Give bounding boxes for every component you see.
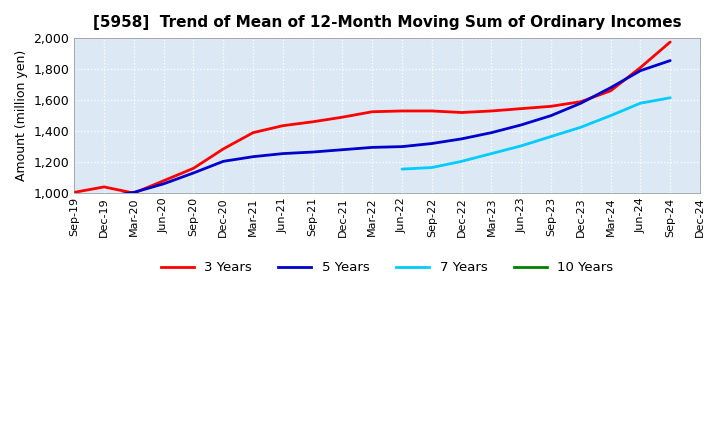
Y-axis label: Amount (million yen): Amount (million yen) bbox=[15, 50, 28, 181]
Title: [5958]  Trend of Mean of 12-Month Moving Sum of Ordinary Incomes: [5958] Trend of Mean of 12-Month Moving … bbox=[93, 15, 681, 30]
Legend: 3 Years, 5 Years, 7 Years, 10 Years: 3 Years, 5 Years, 7 Years, 10 Years bbox=[156, 256, 618, 279]
